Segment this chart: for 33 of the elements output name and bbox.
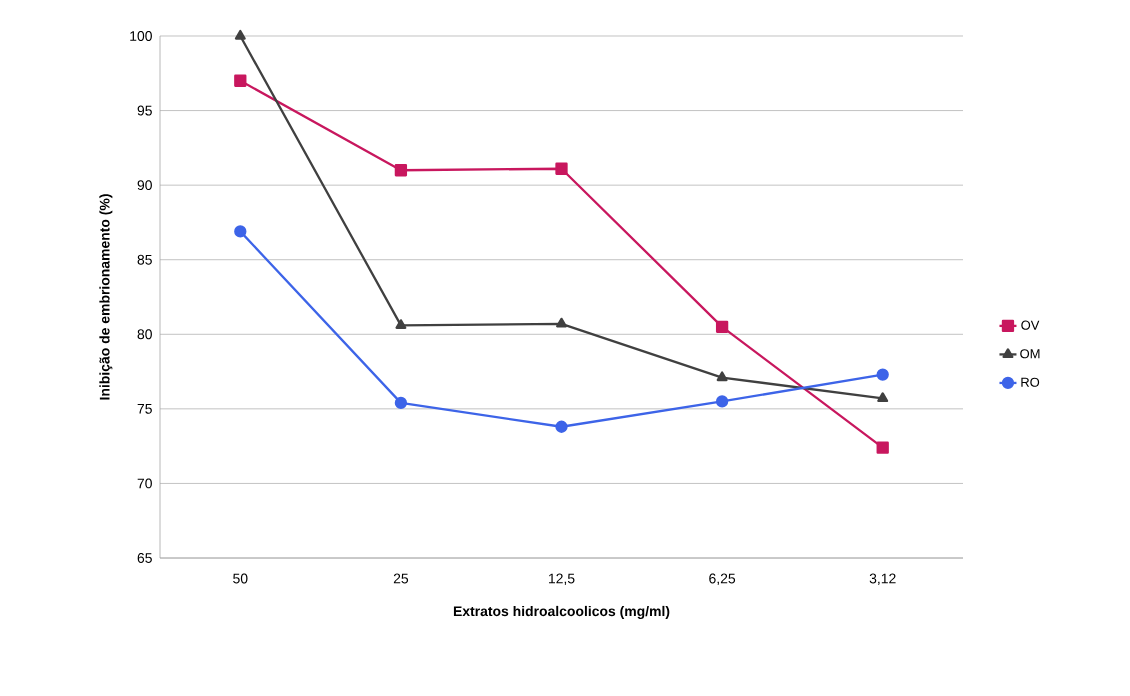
x-tick-label: 25 bbox=[393, 573, 409, 584]
legend-label: OM bbox=[1020, 349, 1040, 359]
point bbox=[234, 225, 247, 238]
point bbox=[394, 164, 408, 177]
y-tick-label: 75 bbox=[137, 403, 152, 414]
y-tick-label: 70 bbox=[137, 478, 152, 489]
point bbox=[716, 371, 728, 382]
point bbox=[715, 320, 729, 333]
x-tick-label: 3,12 bbox=[869, 573, 896, 586]
legend-label: RO bbox=[1021, 377, 1040, 387]
point bbox=[876, 441, 889, 454]
point bbox=[395, 319, 407, 329]
y-tick-label: 80 bbox=[137, 329, 152, 340]
y-tick-label: 90 bbox=[137, 180, 152, 191]
point bbox=[234, 74, 247, 87]
x-tick-label: 12,5 bbox=[548, 573, 575, 586]
legend-label: OV bbox=[1021, 320, 1040, 330]
y-tick-label: 100 bbox=[130, 31, 152, 41]
point bbox=[877, 392, 889, 403]
point bbox=[555, 162, 568, 175]
x-tick-label: 50 bbox=[233, 573, 248, 584]
y-tick-label: 65 bbox=[137, 553, 152, 563]
y-tick-label: 95 bbox=[137, 105, 152, 116]
point bbox=[876, 368, 889, 381]
point bbox=[234, 29, 246, 40]
point bbox=[715, 395, 729, 408]
x-tick-label: 6,25 bbox=[709, 573, 736, 586]
point bbox=[556, 317, 567, 328]
x-axis-title: Extratos hidroalcoolicos (mg/ml) bbox=[453, 605, 670, 619]
y-axis-title: Inibição de embrionamento (%) bbox=[99, 194, 113, 400]
y-tick-label: 85 bbox=[137, 254, 152, 265]
point bbox=[394, 396, 408, 410]
point bbox=[555, 420, 568, 433]
